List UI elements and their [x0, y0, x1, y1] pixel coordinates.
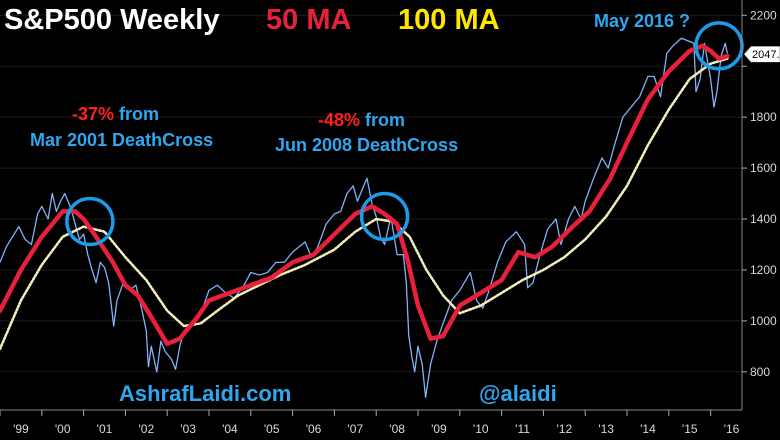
annotation-2008-line1: -48% from	[318, 110, 405, 130]
annotation-2008-line2: Jun 2008 DeathCross	[275, 135, 458, 155]
title-ma50-legend: 50 MA	[266, 4, 351, 36]
series-ma100-line	[0, 57, 729, 351]
x-tick-label: '16	[724, 422, 740, 436]
series-layer	[0, 37, 730, 398]
x-tick-label: '10	[473, 422, 489, 436]
watermark-website: AshrafLaidi.com	[119, 381, 291, 406]
y-tick-label: 1200	[750, 263, 777, 277]
chart-title: S&P500 Weekly	[4, 4, 220, 36]
x-tick-label: '11	[515, 422, 530, 436]
x-tick-label: '15	[682, 422, 698, 436]
series-sp500-highlight	[0, 37, 728, 398]
x-tick-label: '07	[348, 422, 364, 436]
y-tick-label: 1000	[750, 314, 777, 328]
y-tick-label: 800	[750, 365, 770, 379]
x-tick-label: '02	[138, 422, 154, 436]
question-label: May 2016 ?	[594, 11, 690, 31]
series-ma50-line	[0, 43, 730, 347]
annotation-2001-line2: Mar 2001 DeathCross	[30, 130, 213, 150]
grid-layer	[0, 14, 742, 373]
x-axis: '99 '00 '01 '02 '03 '04 '05 '06 '07 '08 '09 '10 '11 '…	[0, 410, 740, 436]
y-axis: 800 1000 1200 1400 1600 1800 2200	[742, 8, 777, 379]
x-tick-label: '04	[222, 422, 238, 436]
deathcross-circle	[65, 196, 115, 247]
x-tick-label: '13	[598, 422, 614, 436]
annotation-2001-from: from	[114, 104, 159, 124]
annotation-2008-pct: -48%	[318, 110, 360, 130]
y-tick-label: 2200	[750, 8, 777, 22]
x-tick-label: '01	[97, 422, 113, 436]
x-tick-label: '06	[306, 422, 322, 436]
y-tick-label: 1600	[750, 161, 777, 175]
x-tick-label: '00	[55, 422, 71, 436]
y-tick-label: 1800	[750, 110, 777, 124]
watermark-handle: @alaidi	[479, 381, 557, 406]
x-tick-label: '03	[180, 422, 196, 436]
x-tick-label: '14	[640, 422, 656, 436]
annotation-2008-from: from	[360, 110, 405, 130]
annotation-2001-line1: -37% from	[72, 104, 159, 124]
x-tick-label: '12	[557, 422, 573, 436]
x-tick-label: '99	[13, 422, 29, 436]
last-price-tag-shape	[743, 45, 780, 63]
annotation-2001-pct: -37%	[72, 104, 114, 124]
x-tick-label: '09	[431, 422, 447, 436]
deathcross-circle	[359, 191, 410, 242]
x-tick-label: '05	[264, 422, 280, 436]
last-price-tag: 2047.6	[743, 45, 780, 63]
x-tick-label: '08	[389, 422, 405, 436]
y-tick-label: 1400	[750, 212, 777, 226]
title-ma100-legend: 100 MA	[398, 4, 500, 36]
last-price-label: 2047.6	[752, 49, 780, 61]
